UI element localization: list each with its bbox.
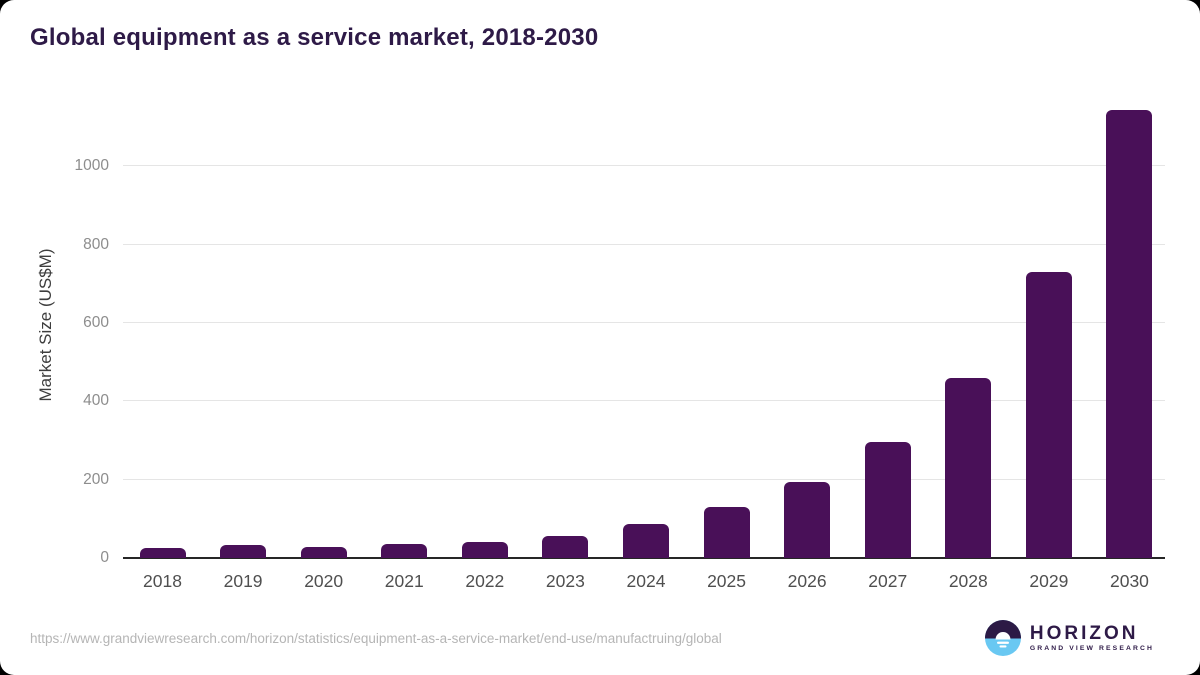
x-tick-label-2023: 2023 [545, 571, 585, 591]
x-axis-line [123, 557, 1165, 559]
x-tick-label-2019: 2019 [223, 571, 263, 591]
x-tick-label-2018: 2018 [143, 571, 182, 591]
y-tick-label-1000: 1000 [74, 157, 109, 175]
x-tick-label-2030: 2030 [1109, 571, 1149, 591]
y-tick-label-800: 800 [83, 235, 109, 253]
x-tick-label-2022: 2022 [465, 571, 505, 591]
bar-2021[interactable] [381, 544, 428, 558]
chart-title: Global equipment as a service market, 20… [30, 24, 599, 51]
bar-2027[interactable] [864, 442, 911, 558]
y-tick-label-400: 400 [83, 392, 109, 410]
logo-text: HORIZON GRAND VIEW RESEARCH [1030, 624, 1154, 653]
gridline-200 [123, 478, 1165, 480]
gridline-600 [123, 322, 1165, 324]
gridline-800 [123, 243, 1165, 245]
y-tick-label-0: 0 [100, 549, 109, 566]
bar-2023[interactable] [542, 535, 589, 558]
sun-horizon-icon [984, 620, 1021, 656]
x-tick-label-2021: 2021 [384, 571, 424, 591]
bar-2019[interactable] [220, 545, 267, 558]
x-tick-label-2028: 2028 [948, 571, 988, 591]
y-tick-label-200: 200 [83, 470, 109, 488]
plot-area: 0 200 400 600 800 1000 2018 2019 2020 2021 2022 202… [75, 100, 1165, 591]
x-tick-label-2024: 2024 [626, 571, 666, 591]
x-tick-label-2026: 2026 [787, 571, 827, 591]
x-tick-label-2020: 2020 [304, 571, 344, 591]
bar-2028[interactable] [945, 378, 992, 558]
gridline-400 [123, 400, 1165, 402]
bar-2018[interactable] [139, 547, 186, 558]
bar-2030[interactable] [1106, 110, 1153, 558]
x-tick-label-2027: 2027 [868, 571, 908, 591]
bar-2020[interactable] [300, 547, 347, 558]
y-tick-label-600: 600 [83, 314, 109, 332]
bar-2025[interactable] [703, 507, 750, 558]
logo-tagline: GRAND VIEW RESEARCH [1029, 644, 1154, 652]
bar-2029[interactable] [1025, 272, 1072, 558]
y-axis-title: Market Size (US$M) [36, 248, 55, 402]
x-tick-label-2029: 2029 [1029, 571, 1069, 591]
source-url: https://www.grandviewresearch.com/horizo… [30, 630, 722, 646]
gridline-1000 [123, 165, 1165, 167]
footer: https://www.grandviewresearch.com/horizo… [0, 616, 1200, 660]
bar-2022[interactable] [461, 541, 508, 558]
x-tick-label-2025: 2025 [707, 571, 747, 591]
bar-2024[interactable] [622, 523, 669, 558]
bar-2026[interactable] [784, 482, 831, 558]
horizon-logo: HORIZON GRAND VIEW RESEARCH [984, 620, 1154, 656]
logo-name: HORIZON [1029, 622, 1139, 644]
